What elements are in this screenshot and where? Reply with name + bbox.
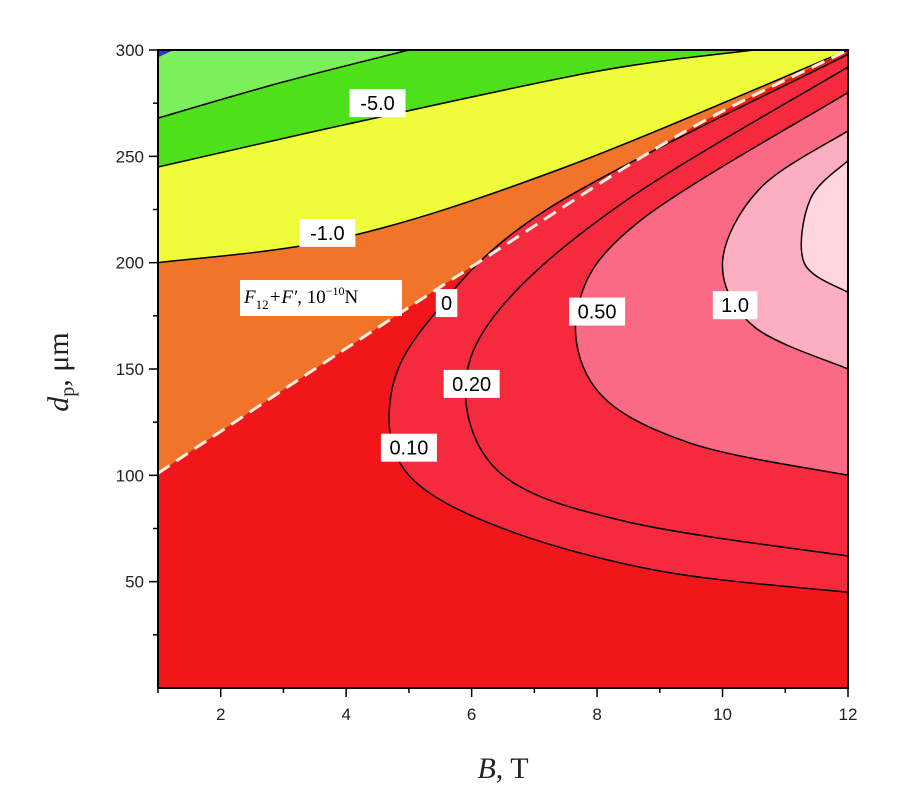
contour-label-1: -1.0 bbox=[299, 218, 356, 247]
y-tick-label: 300 bbox=[116, 41, 144, 60]
x-tick-label: 4 bbox=[341, 705, 350, 724]
contour-label-text: -5.0 bbox=[360, 93, 394, 115]
contour-line-2 bbox=[158, 50, 848, 264]
contour-label-text: 0 bbox=[441, 293, 452, 315]
plot-area: -5.0 -1.0 0 0.50 1.0 0.20 0.10 bbox=[158, 50, 848, 688]
x-tick-label: 10 bbox=[713, 705, 732, 724]
contour-label-bg bbox=[349, 89, 406, 118]
contour-label-text: 0.20 bbox=[452, 374, 491, 396]
y-tick-label: 250 bbox=[116, 147, 144, 166]
contour-label-bg bbox=[299, 218, 356, 247]
contour-lines bbox=[158, 50, 848, 594]
y-axis: 50 100 150 200 250 300 bbox=[116, 41, 158, 636]
contour-label-5: 0.20 bbox=[443, 369, 500, 398]
contour-label-text: 0.50 bbox=[578, 302, 617, 324]
contour-label-6: 0.10 bbox=[380, 433, 437, 462]
region-green bbox=[158, 50, 848, 167]
y-tick-label: 200 bbox=[116, 254, 144, 273]
contour-line-6 bbox=[721, 130, 848, 370]
contour-fills bbox=[158, 50, 848, 688]
region-blue bbox=[158, 50, 174, 58]
contour-label-bg bbox=[569, 297, 626, 326]
x-tick-label: 8 bbox=[592, 705, 601, 724]
contour-label-0: -5.0 bbox=[349, 89, 406, 118]
x-tick-label: 2 bbox=[216, 705, 225, 724]
x-tick-label: 12 bbox=[839, 705, 858, 724]
color-quantity-label: F12+F′, 10−10N bbox=[240, 280, 402, 316]
contour-label-bg bbox=[380, 433, 437, 462]
contour-label-4: 1.0 bbox=[712, 291, 758, 320]
contour-line-7 bbox=[800, 160, 848, 294]
contour-line-0 bbox=[158, 50, 410, 119]
contour-label-3: 0.50 bbox=[569, 297, 626, 326]
y-tick-label: 100 bbox=[116, 466, 144, 485]
color-quantity-label-bg bbox=[240, 280, 402, 316]
y-tick-label: 150 bbox=[116, 360, 144, 379]
x-tick-label: 6 bbox=[467, 705, 476, 724]
contour-label-text: 1.0 bbox=[721, 295, 749, 317]
region-light-green bbox=[158, 50, 848, 119]
contour-label-text: 0.10 bbox=[389, 438, 428, 460]
region-1-3 bbox=[801, 160, 848, 293]
y-tick-label: 50 bbox=[125, 573, 144, 592]
zero-contour-dashed-line bbox=[158, 50, 848, 475]
contour-label-bg bbox=[435, 289, 458, 318]
x-axis: 2 4 6 8 10 12 bbox=[157, 688, 858, 724]
contour-labels: -5.0 -1.0 0 0.50 1.0 0.20 0.10 bbox=[299, 89, 758, 462]
contour-line-5 bbox=[574, 91, 848, 477]
svg-text:F12+F′, 10−10N: F12+F′, 10−10N bbox=[243, 284, 358, 312]
contour-label-bg bbox=[712, 291, 758, 320]
contour-line-3 bbox=[388, 53, 848, 594]
contour-label-text: -1.0 bbox=[310, 223, 344, 245]
contour-label-2: 0 bbox=[435, 289, 458, 318]
contour-label-bg bbox=[443, 369, 500, 398]
x-axis-title: B, T bbox=[477, 752, 528, 785]
y-axis-title: dp, μm bbox=[42, 332, 79, 411]
contour-line-1 bbox=[158, 50, 754, 168]
